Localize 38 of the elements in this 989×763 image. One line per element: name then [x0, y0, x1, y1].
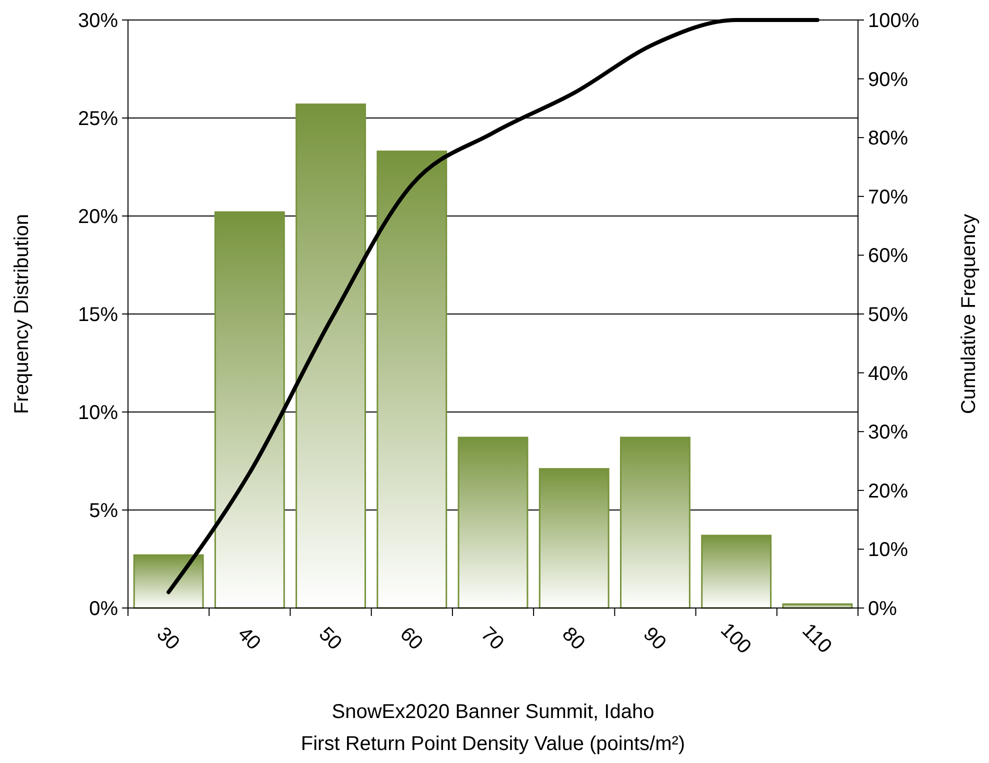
y-axis-title: Frequency Distribution: [11, 214, 33, 414]
y2-tick-label: 20%: [868, 480, 908, 502]
bar: [296, 104, 366, 609]
y2-tick-label: 50%: [868, 304, 908, 326]
bar: [620, 436, 690, 609]
x-axis-title: SnowEx2020 Banner Summit, Idaho First Return Point Density Value (points/m²): [300, 701, 686, 755]
y-tick-label: 10%: [78, 402, 118, 424]
bar: [376, 150, 448, 609]
x-tick-label: 50: [314, 623, 346, 654]
x-tick-label: 70: [476, 623, 508, 654]
bar: [133, 554, 204, 609]
y-tick-label: 30%: [78, 10, 118, 32]
x-tick-label: 90: [638, 623, 670, 654]
bar: [701, 534, 772, 609]
y-tick-label: 20%: [78, 206, 118, 228]
y-tick-label: 25%: [78, 108, 118, 130]
y-tick-label: 5%: [89, 500, 118, 522]
bar: [214, 211, 285, 609]
y2-tick-label: 100%: [868, 10, 920, 32]
y2-tick-label: 70%: [868, 186, 908, 208]
y2-tick-label: 30%: [868, 422, 908, 444]
x-tick-label: 80: [558, 623, 590, 654]
y2-tick-label: 40%: [868, 362, 908, 385]
bar: [458, 436, 528, 609]
y2-axis-title: Cumulative Frequency: [958, 214, 980, 414]
x-tick-label: 110: [798, 620, 836, 658]
x-tick-label: 100: [716, 619, 756, 658]
y2-tick-label: 90%: [868, 68, 908, 91]
y2-tick-label: 10%: [868, 539, 908, 562]
y2-tick-label: 0%: [868, 598, 898, 620]
x-tick-label: 60: [396, 623, 427, 654]
y-tick-label: 15%: [78, 304, 118, 326]
x-tick-label: 40: [233, 623, 265, 654]
y2-tick-label: 60%: [868, 245, 908, 268]
y2-tick-label: 80%: [868, 128, 908, 150]
bar: [538, 468, 610, 609]
y-tick-label: 0%: [89, 598, 118, 620]
x-tick-label: 30: [152, 623, 184, 654]
